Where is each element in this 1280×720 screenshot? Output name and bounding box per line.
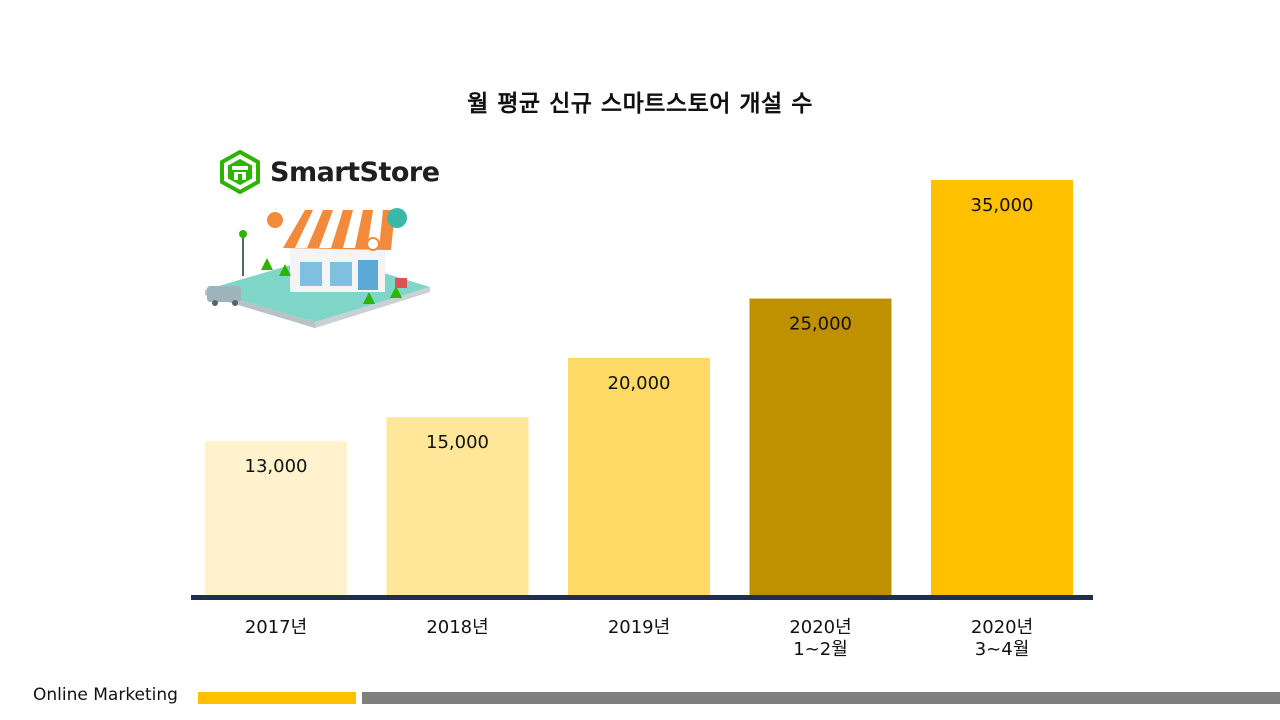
footer-accent-bar [198,692,356,704]
x-axis-baseline [191,595,1093,600]
bar-3 [749,298,892,595]
data-label-3: 25,000 [789,314,852,335]
bar-1 [386,417,529,595]
x-tick-label-3-0: 2020년 [789,617,851,638]
x-tick-label-4-1: 3~4월 [975,639,1030,660]
x-tick-label-0: 2017년 [245,617,307,638]
bar-chart: 13,000 2017년 15,000 2018년 20,000 2019년 25,000 2… [191,180,1093,660]
footer-rule-bar [362,692,1280,704]
bar-4 [931,180,1073,595]
bar-2 [568,357,710,595]
data-label-0: 13,000 [245,456,308,477]
data-label-4: 35,000 [971,195,1034,216]
footer-label: Online Marketing [33,685,178,705]
data-label-1: 15,000 [426,432,489,453]
x-tick-label-3-1: 1~2월 [793,639,848,660]
x-tick-label-2: 2019년 [608,617,670,638]
data-label-2: 20,000 [608,373,671,394]
x-tick-label-4-0: 2020년 [971,617,1033,638]
x-tick-label-1: 2018년 [426,617,488,638]
smartstore-shop-icon [220,150,260,194]
smartstore-logo: SmartStore [218,149,440,195]
storefront-illustration [205,208,430,328]
chart-title: 월 평균 신규 스마트스토어 개설 수 [467,91,813,117]
bar-0 [205,440,347,595]
logo-text: SmartStore [270,156,440,188]
